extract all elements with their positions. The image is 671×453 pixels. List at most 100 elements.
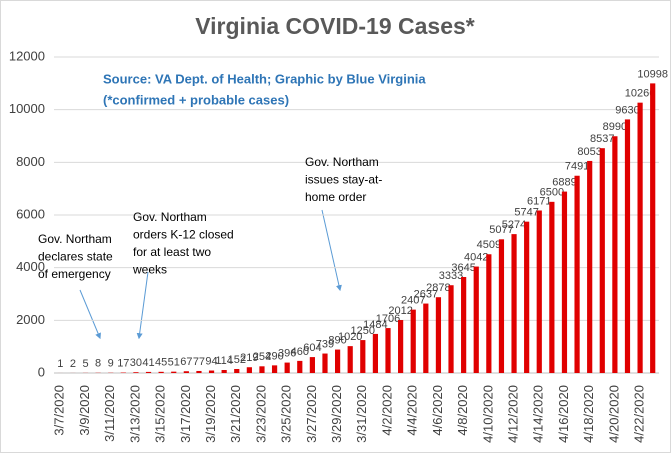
value-label: 10266: [625, 88, 656, 100]
annotation: Gov. Northam: [38, 232, 112, 246]
bar: [473, 266, 479, 373]
value-label: 2: [70, 358, 76, 370]
value-label: 94: [205, 355, 217, 367]
annotation: home order: [305, 190, 366, 204]
value-label: 1484: [363, 319, 387, 331]
x-tick-label: 4/12/2020: [505, 385, 520, 443]
x-tick-label: 4/16/2020: [556, 385, 571, 443]
value-label: 8: [95, 358, 101, 370]
x-tick-label: 3/19/2020: [203, 385, 218, 443]
y-tick-label: 8000: [16, 154, 45, 169]
annotation: of emergency: [38, 267, 111, 281]
value-label: 2012: [388, 305, 412, 317]
bar: [259, 366, 265, 373]
annotation: issues stay-at-: [305, 173, 382, 187]
subtitle: Source: VA Dept. of Health; Graphic by B…: [103, 71, 426, 86]
bar: [196, 370, 202, 373]
value-label: 114: [215, 355, 233, 367]
x-tick-label: 3/17/2020: [178, 385, 193, 443]
value-label: 8990: [603, 121, 627, 133]
value-label: 1250: [351, 325, 375, 337]
x-tick-label: 4/8/2020: [455, 385, 470, 436]
x-tick-label: 3/9/2020: [77, 385, 92, 436]
bar: [234, 368, 240, 373]
bar: [284, 362, 290, 373]
subtitle: (*confirmed + probable cases): [103, 92, 289, 107]
x-tick-label: 4/22/2020: [632, 385, 647, 443]
bar: [271, 365, 278, 373]
x-tick-label: 3/7/2020: [52, 385, 67, 436]
x-tick-label: 3/11/2020: [102, 385, 117, 442]
bar: [158, 371, 164, 373]
bar: [448, 285, 454, 373]
bar: [385, 328, 391, 373]
bar: [511, 234, 517, 373]
value-label: 5747: [514, 207, 538, 219]
x-tick-label: 3/21/2020: [228, 385, 243, 443]
value-label: 290: [265, 350, 283, 362]
bar: [208, 370, 215, 373]
value-label: 3645: [451, 262, 475, 274]
value-label: 460: [291, 346, 309, 358]
bar: [334, 349, 341, 373]
value-label: 51: [168, 357, 180, 369]
annotation: declares state: [38, 250, 113, 264]
x-tick-label: 3/31/2020: [354, 385, 369, 443]
x-tick-label: 4/4/2020: [405, 385, 420, 436]
y-tick-label: 2000: [16, 312, 45, 327]
bar: [221, 369, 227, 373]
value-label: 67: [180, 356, 192, 368]
value-label: 7491: [565, 161, 589, 173]
annotation: Gov. Northam: [305, 155, 379, 169]
bar: [561, 191, 568, 373]
arrow: [321, 209, 342, 292]
annotation: orders K-12 closed: [133, 228, 234, 242]
value-label: 254: [253, 351, 271, 363]
bar: [599, 148, 605, 373]
bar: [486, 254, 492, 373]
value-label: 5077: [489, 224, 513, 236]
bar: [587, 160, 593, 373]
y-tick-label: 0: [38, 364, 45, 379]
bar: [183, 371, 189, 373]
bar: [637, 102, 643, 374]
value-label: 739: [316, 338, 334, 350]
chart-title: Virginia COVID-19 Cases*: [195, 13, 475, 39]
value-label: 5: [82, 358, 88, 370]
bar: [498, 239, 505, 373]
value-label: 3333: [439, 270, 463, 282]
value-label: 8537: [590, 133, 614, 145]
bar: [360, 340, 366, 373]
x-tick-label: 3/29/2020: [329, 385, 344, 443]
bar: [145, 371, 152, 373]
y-tick-label: 12000: [9, 48, 45, 63]
value-label: 2407: [401, 295, 425, 307]
value-label: 8053: [577, 146, 601, 158]
value-label: 152: [228, 354, 246, 366]
value-label: 604: [303, 342, 321, 354]
bar: [133, 372, 139, 373]
bar: [549, 201, 555, 373]
value-label: 77: [193, 356, 205, 368]
bar: [536, 210, 542, 373]
value-label: 396: [278, 347, 296, 359]
x-tick-label: 3/13/2020: [127, 385, 142, 443]
annotation: Gov. Northam: [133, 210, 207, 224]
bar: [612, 136, 618, 373]
bar: [347, 346, 353, 373]
x-tick-label: 3/25/2020: [279, 385, 294, 443]
bar: [398, 320, 404, 373]
bar: [410, 309, 416, 373]
value-label: 5274: [502, 219, 526, 231]
x-tick-label: 4/20/2020: [606, 385, 621, 443]
x-tick-label: 4/6/2020: [430, 385, 445, 436]
x-tick-label: 3/23/2020: [253, 385, 268, 443]
value-label: 2878: [426, 282, 450, 294]
value-label: 890: [328, 334, 346, 346]
value-label: 10998: [637, 68, 668, 80]
value-label: 6171: [527, 195, 551, 207]
value-label: 1020: [338, 331, 362, 343]
bar: [461, 277, 467, 373]
x-tick-label: 4/10/2020: [480, 385, 495, 443]
